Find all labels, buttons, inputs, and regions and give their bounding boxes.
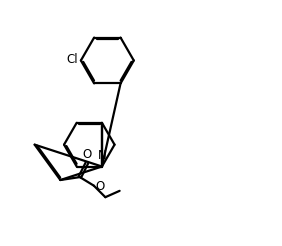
Text: O: O [83, 148, 92, 161]
Text: N: N [98, 149, 106, 162]
Text: Cl: Cl [66, 53, 78, 66]
Text: O: O [95, 180, 104, 193]
